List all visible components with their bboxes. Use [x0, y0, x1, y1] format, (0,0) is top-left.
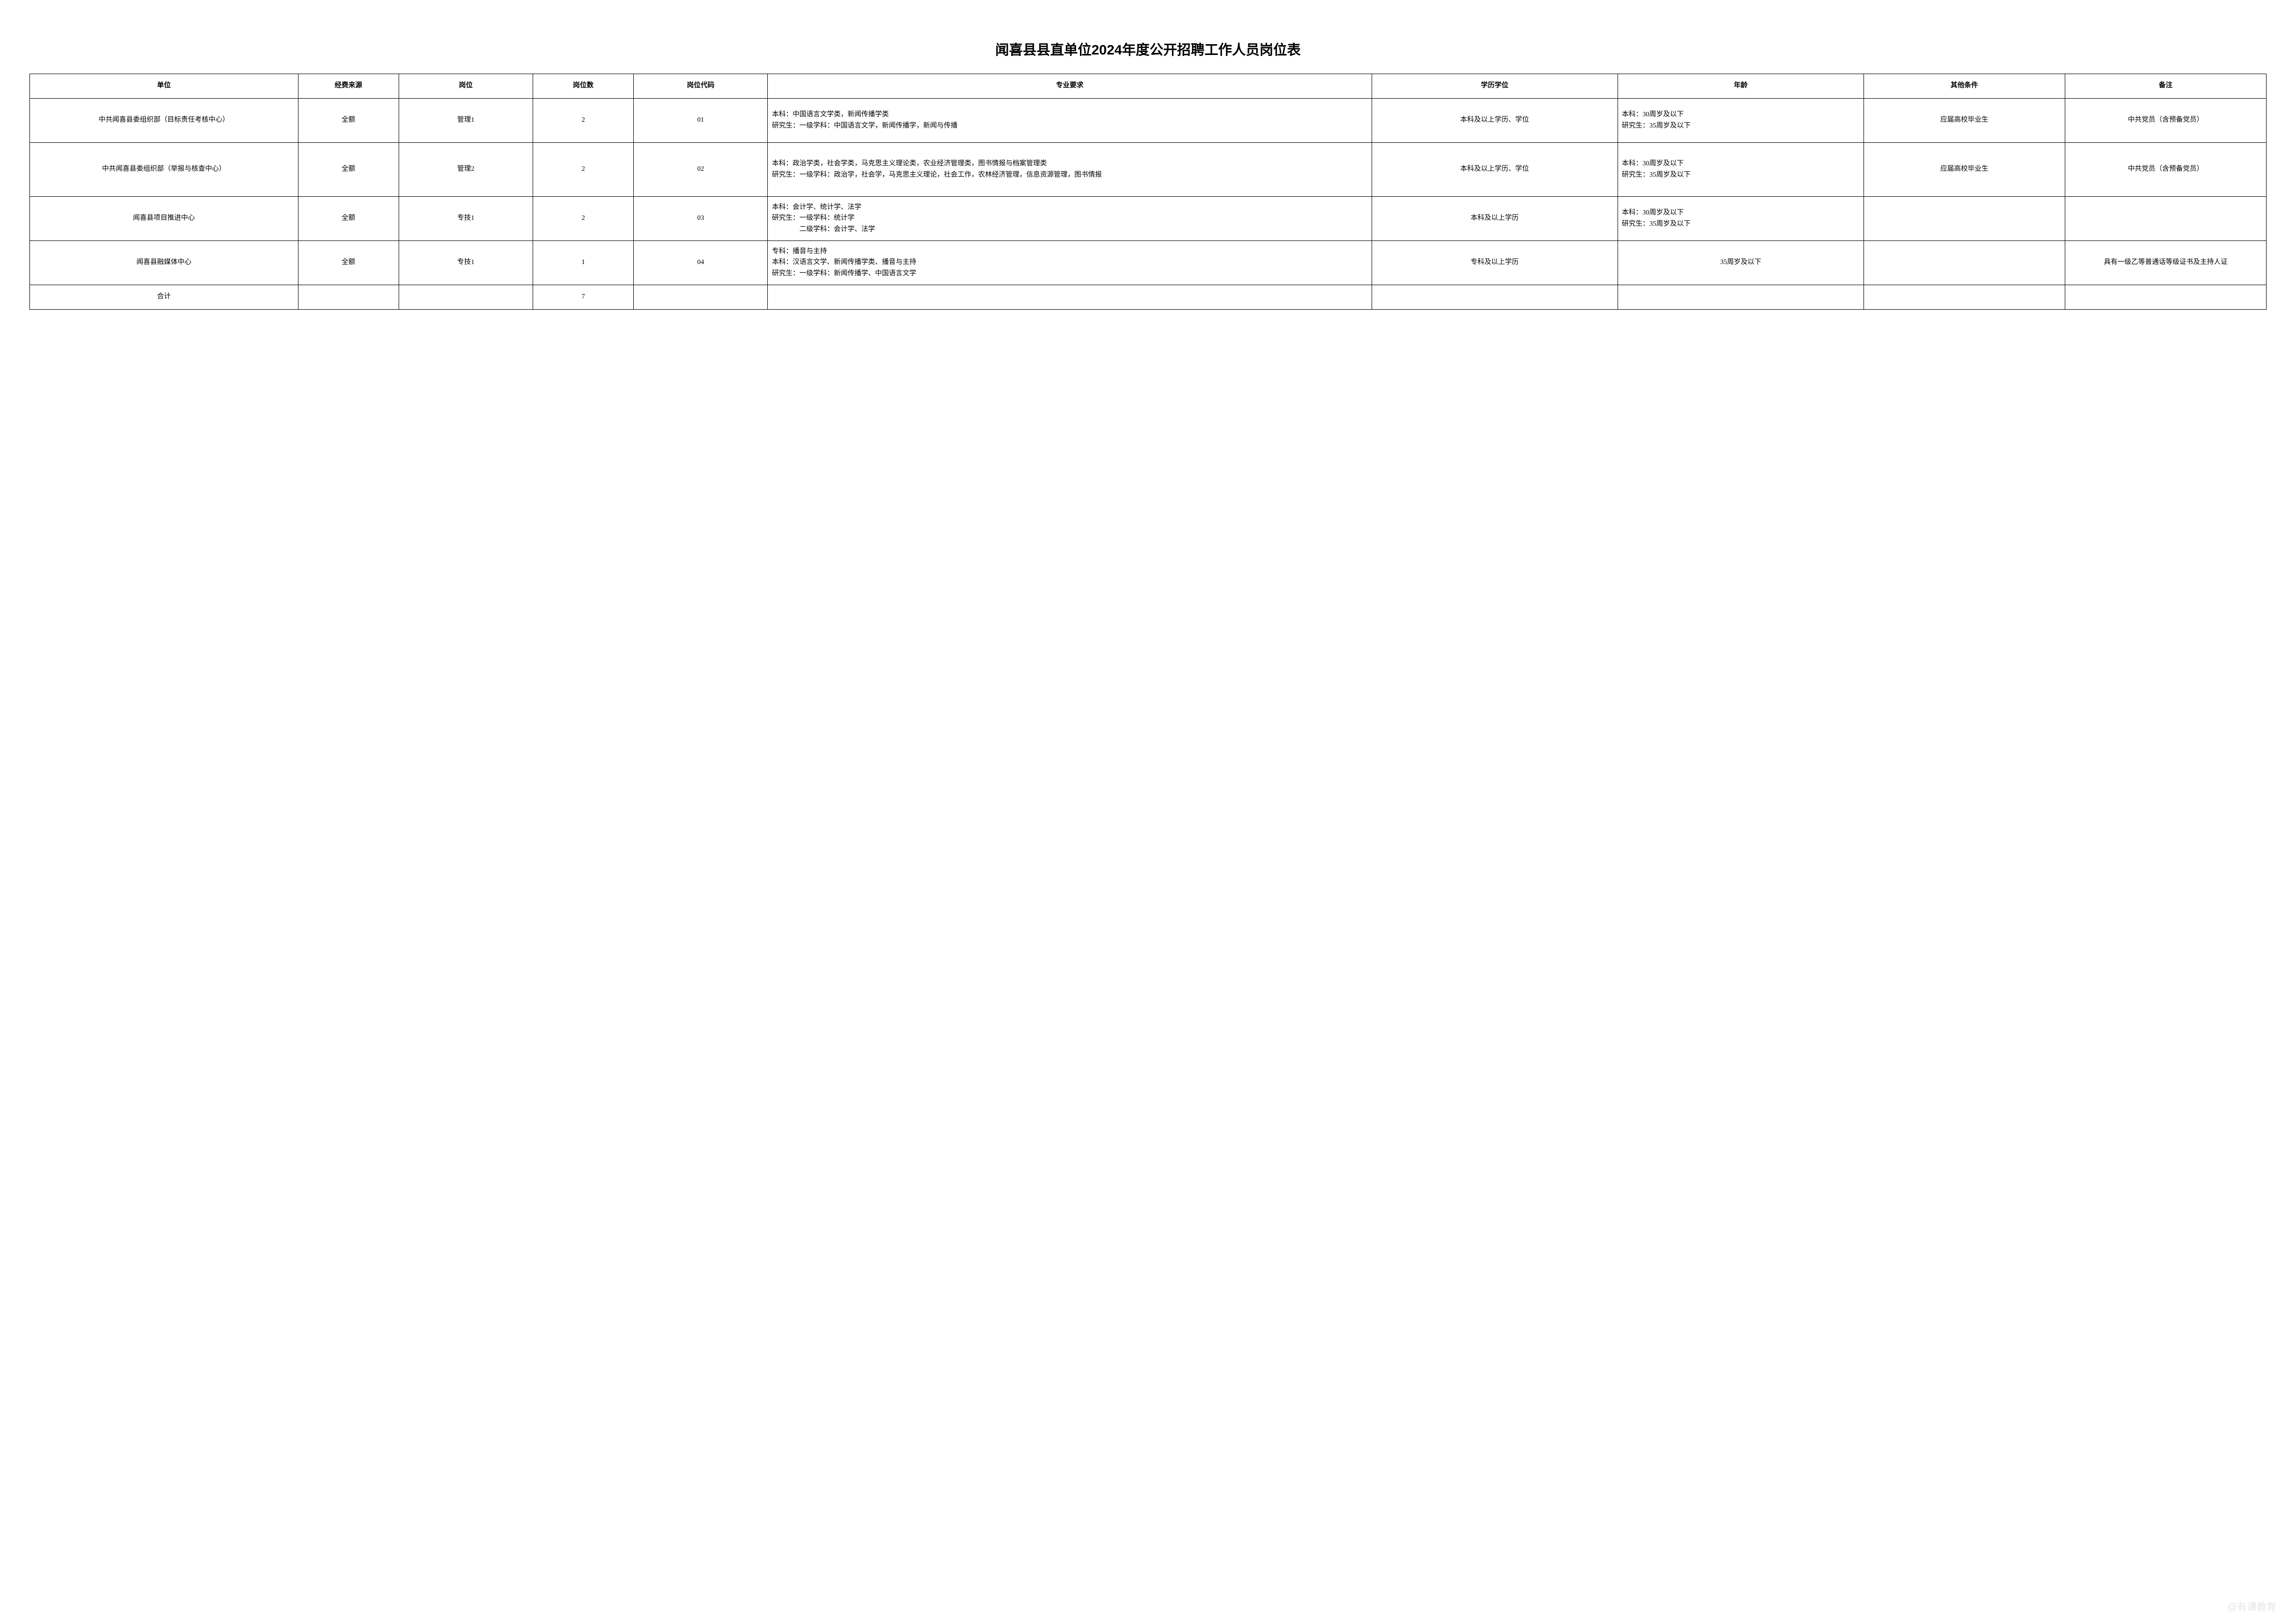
cell-count: 2: [533, 197, 634, 241]
header-major: 专业要求: [768, 74, 1372, 99]
header-other: 其他条件: [1864, 74, 2065, 99]
cell-unit: 闻喜县融媒体中心: [30, 241, 298, 285]
cell-empty: [768, 285, 1372, 310]
cell-empty: [634, 285, 768, 310]
cell-note: 中共党员（含预备党员）: [2065, 99, 2266, 143]
table-row: 中共闻喜县委组织部（目标责任考核中心） 全额 管理1 2 01 本科：中国语言文…: [30, 99, 2267, 143]
cell-age: 本科：30周岁及以下研究生：35周岁及以下: [1618, 197, 1864, 241]
cell-age: 35周岁及以下: [1618, 241, 1864, 285]
header-count: 岗位数: [533, 74, 634, 99]
cell-empty: [399, 285, 533, 310]
cell-empty: [1618, 285, 1864, 310]
table-header-row: 单位 经费来源 岗位 岗位数 岗位代码 专业要求 学历学位 年龄 其他条件 备注: [30, 74, 2267, 99]
header-funding: 经费来源: [298, 74, 399, 99]
cell-unit: 中共闻喜县委组织部（举报与核查中心）: [30, 143, 298, 197]
cell-count: 2: [533, 99, 634, 143]
cell-unit: 闻喜县项目推进中心: [30, 197, 298, 241]
cell-code: 02: [634, 143, 768, 197]
watermark: @有课教育: [2227, 1599, 2276, 1613]
cell-code: 01: [634, 99, 768, 143]
cell-age: 本科：30周岁及以下研究生：35周岁及以下: [1618, 99, 1864, 143]
header-education: 学历学位: [1372, 74, 1618, 99]
cell-major: 专科：播音与主持本科：汉语言文学、新闻传播学类、播音与主持研究生：一级学科：新闻…: [768, 241, 1372, 285]
header-note: 备注: [2065, 74, 2266, 99]
table-total-row: 合计 7: [30, 285, 2267, 310]
cell-education: 本科及以上学历、学位: [1372, 143, 1618, 197]
cell-note: 具有一级乙等普通话等级证书及主持人证: [2065, 241, 2266, 285]
header-code: 岗位代码: [634, 74, 768, 99]
cell-other: 应届高校毕业生: [1864, 143, 2065, 197]
cell-education: 本科及以上学历: [1372, 197, 1618, 241]
cell-position: 管理1: [399, 99, 533, 143]
cell-empty: [1864, 285, 2065, 310]
cell-code: 04: [634, 241, 768, 285]
cell-major: 本科：中国语言文学类，新闻传播学类研究生：一级学科：中国语言文学，新闻传播学，新…: [768, 99, 1372, 143]
cell-other: [1864, 197, 2065, 241]
cell-funding: 全额: [298, 143, 399, 197]
cell-note: 中共党员（含预备党员）: [2065, 143, 2266, 197]
cell-count: 1: [533, 241, 634, 285]
recruitment-table: 单位 经费来源 岗位 岗位数 岗位代码 专业要求 学历学位 年龄 其他条件 备注…: [29, 74, 2267, 310]
cell-count: 2: [533, 143, 634, 197]
cell-empty: [2065, 285, 2266, 310]
header-age: 年龄: [1618, 74, 1864, 99]
cell-major: 本科：会计学、统计学、法学研究生：一级学科：统计学 二级学科：会计学、法学: [768, 197, 1372, 241]
cell-position: 管理2: [399, 143, 533, 197]
cell-code: 03: [634, 197, 768, 241]
cell-position: 专技1: [399, 241, 533, 285]
cell-other: 应届高校毕业生: [1864, 99, 2065, 143]
table-row: 中共闻喜县委组织部（举报与核查中心） 全额 管理2 2 02 本科：政治学类，社…: [30, 143, 2267, 197]
cell-empty: [298, 285, 399, 310]
header-position: 岗位: [399, 74, 533, 99]
cell-total-label: 合计: [30, 285, 298, 310]
cell-funding: 全额: [298, 99, 399, 143]
cell-education: 本科及以上学历、学位: [1372, 99, 1618, 143]
cell-funding: 全额: [298, 197, 399, 241]
header-unit: 单位: [30, 74, 298, 99]
table-row: 闻喜县融媒体中心 全额 专技1 1 04 专科：播音与主持本科：汉语言文学、新闻…: [30, 241, 2267, 285]
cell-empty: [1372, 285, 1618, 310]
cell-other: [1864, 241, 2065, 285]
cell-age: 本科：30周岁及以下研究生：35周岁及以下: [1618, 143, 1864, 197]
cell-major: 本科：政治学类，社会学类，马克思主义理论类，农业经济管理类，图书情报与档案管理类…: [768, 143, 1372, 197]
cell-note: [2065, 197, 2266, 241]
table-row: 闻喜县项目推进中心 全额 专技1 2 03 本科：会计学、统计学、法学研究生：一…: [30, 197, 2267, 241]
cell-funding: 全额: [298, 241, 399, 285]
cell-total-count: 7: [533, 285, 634, 310]
page-title: 闻喜县县直单位2024年度公开招聘工作人员岗位表: [29, 39, 2267, 59]
cell-unit: 中共闻喜县委组织部（目标责任考核中心）: [30, 99, 298, 143]
cell-education: 专科及以上学历: [1372, 241, 1618, 285]
cell-position: 专技1: [399, 197, 533, 241]
